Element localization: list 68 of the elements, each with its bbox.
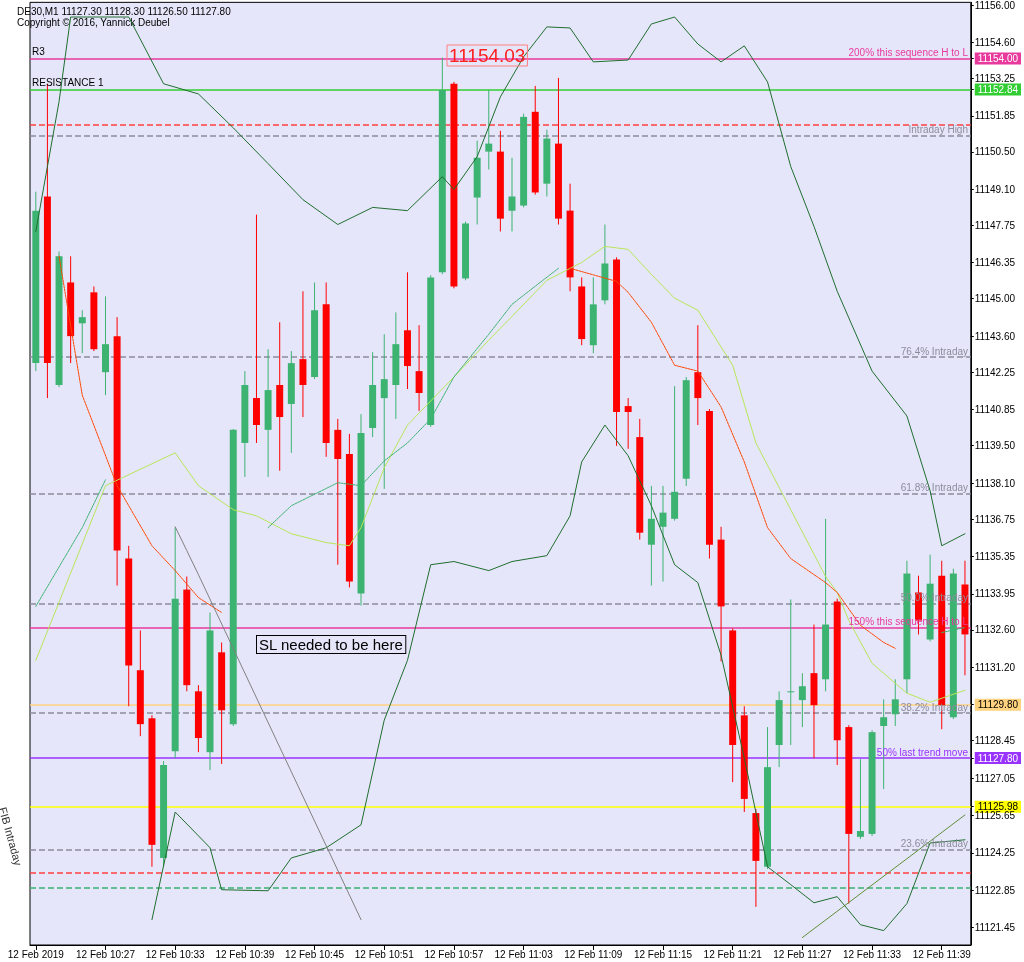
y-tick-label: 11154.60 xyxy=(974,36,1016,48)
y-tick-label: 11127.05 xyxy=(974,772,1016,784)
candlestick xyxy=(253,214,260,444)
y-tick-label: 11152.84 xyxy=(977,83,1019,95)
y-tick-label: 11146.35 xyxy=(974,257,1016,269)
annotation: 50.0% Intraday xyxy=(900,591,968,603)
annotation: 200% this sequence H to L xyxy=(848,46,969,58)
candlestick xyxy=(415,324,423,412)
x-tick-label: 12 Feb 10:57 xyxy=(424,948,484,960)
candlestick xyxy=(380,333,388,490)
y-tick-label: 11128.45 xyxy=(974,735,1016,747)
line-series xyxy=(151,424,966,932)
y-tick-label: 11135.35 xyxy=(974,550,1016,562)
y-tick-label: 11150.50 xyxy=(974,146,1016,158)
x-tick-label: 12 Feb 11:09 xyxy=(564,948,623,960)
y-tick-label: 11125.98 xyxy=(977,801,1019,813)
candlestick xyxy=(856,758,864,840)
line-series xyxy=(569,267,896,649)
candlestick xyxy=(787,598,795,746)
y-tick-label: 11124.25 xyxy=(974,847,1016,859)
ref-line-label: RESISTANCE 1 xyxy=(32,76,104,88)
y-tick-label: 11129.80 xyxy=(977,699,1019,711)
x-tick-label: 12 Feb 11:27 xyxy=(773,948,832,960)
y-tick-label: 11132.60 xyxy=(974,624,1016,636)
line-series xyxy=(58,255,223,614)
y-tick-label: 11121.45 xyxy=(974,922,1016,934)
candlestick xyxy=(485,89,493,170)
y-tick-label: 11153.25 xyxy=(974,72,1016,84)
x-tick-label: 12 Feb 10:39 xyxy=(215,948,275,960)
y-tick-label: 11122.85 xyxy=(974,884,1016,896)
y-tick-label: 11145.00 xyxy=(974,293,1016,305)
candlestick xyxy=(798,672,806,728)
y-tick-label: 11133.95 xyxy=(974,588,1016,600)
x-tick-label: 12 Feb 11:15 xyxy=(633,948,693,960)
y-tick-label: 11136.75 xyxy=(974,513,1016,525)
y-tick-label: 11143.60 xyxy=(974,330,1016,342)
annotation: 61.8% Intraday xyxy=(900,482,968,494)
y-tick-label: 11147.75 xyxy=(974,219,1016,231)
candlestick xyxy=(508,157,516,232)
candlestick xyxy=(891,678,899,727)
text: Copyright © 2016, Yannick Deubel xyxy=(17,16,170,28)
y-tick-label: 11154.00 xyxy=(977,52,1019,64)
y-tick-label: 11139.50 xyxy=(974,440,1016,452)
x-tick-label: 12 Feb 11:39 xyxy=(912,948,972,960)
y-tick-label: 11151.85 xyxy=(974,110,1016,122)
y-tick-label: 11149.10 xyxy=(974,183,1016,195)
x-tick-label: 12 Feb 10:51 xyxy=(354,948,415,960)
x-tick-label: 12 Feb 10:45 xyxy=(285,948,345,960)
line-series xyxy=(35,245,966,703)
x-tick-label: 12 Feb 10:33 xyxy=(145,948,206,960)
annotation: 76.4% Intraday xyxy=(900,345,968,357)
annotation: SL needed to be here xyxy=(259,636,403,653)
y-tick-label: 11131.20 xyxy=(974,661,1016,673)
annotation: Intraday High xyxy=(908,124,968,136)
x-tick-label: 12 Feb 11:33 xyxy=(842,948,902,960)
x-tick-label: 12 Feb 11:03 xyxy=(494,948,554,960)
y-tick-label: 11127.80 xyxy=(977,752,1019,764)
x-tick-label: 12 Feb 11:21 xyxy=(703,948,763,960)
ref-line-label: R3 xyxy=(32,45,46,57)
candlestick xyxy=(78,309,86,354)
y-tick-label: 11140.85 xyxy=(974,404,1016,416)
x-tick-label: 12 Feb 2019 xyxy=(7,948,65,960)
x-tick-label: 12 Feb 10:27 xyxy=(76,948,136,960)
y-tick-label: 11142.25 xyxy=(974,366,1016,378)
y-tick-label: 11156.00 xyxy=(974,0,1016,11)
y-tick-label: 11138.10 xyxy=(974,477,1016,489)
candlestick xyxy=(624,397,632,450)
chart-title: DE30,M1 11127.30 11128.30 11126.50 11127.80 xyxy=(17,5,232,17)
